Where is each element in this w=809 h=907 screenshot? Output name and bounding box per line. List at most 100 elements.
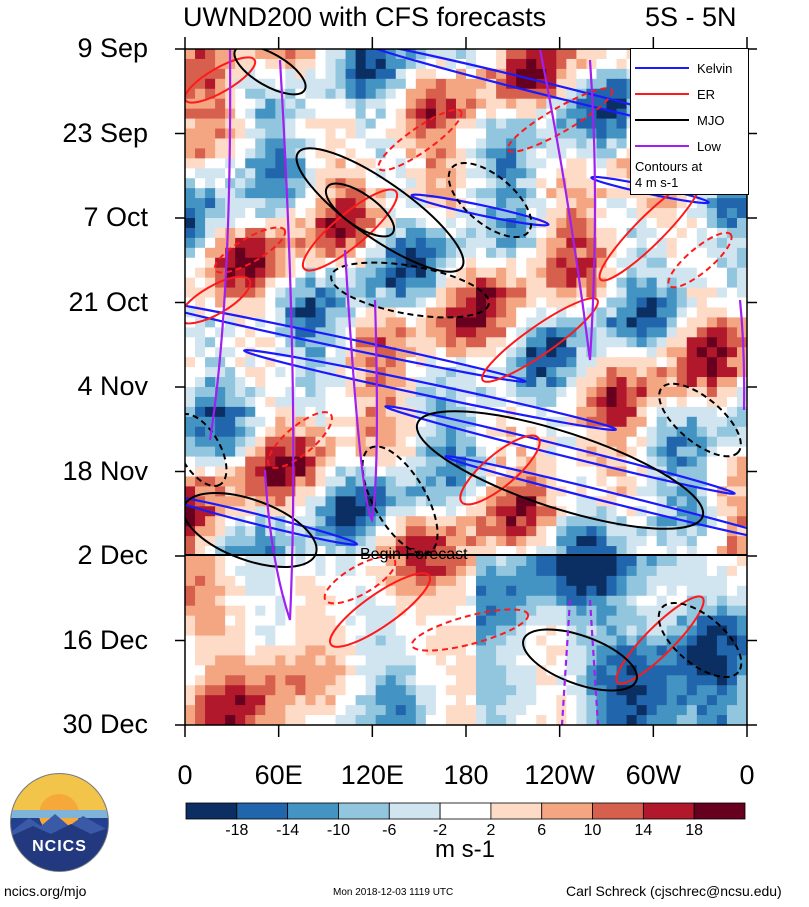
heat-cell [275, 367, 286, 378]
heat-cell [315, 705, 327, 716]
heat-cell [486, 456, 497, 468]
heat-cell [365, 267, 377, 279]
heat-cell [325, 307, 337, 319]
heat-cell [185, 446, 196, 458]
heat-cell [415, 237, 427, 249]
heat-cell [716, 247, 728, 259]
heat-cell [235, 367, 246, 378]
heat-cell [215, 118, 226, 130]
heat-cell [225, 367, 236, 378]
heat-cell [265, 227, 276, 239]
heat-cell [435, 178, 447, 189]
heat-cell [686, 486, 698, 497]
heat-cell [375, 605, 387, 617]
heat-cell [606, 327, 618, 338]
heat-cell [395, 287, 407, 299]
heat-cell [345, 237, 357, 249]
heat-cell [476, 695, 487, 706]
heat-cell [365, 108, 377, 120]
heat-cell [395, 695, 407, 706]
heat-cell [335, 148, 347, 159]
heat-cell [576, 565, 588, 577]
heat-cell [466, 536, 477, 547]
heat-cell [496, 396, 507, 408]
heat-cell [335, 595, 347, 607]
heat-cell [516, 565, 527, 577]
heat-cell [556, 595, 567, 607]
heat-cell [686, 705, 698, 716]
heat-cell [476, 605, 487, 617]
heat-cell [546, 218, 557, 229]
heat-cell [546, 227, 557, 239]
heat-cell [666, 526, 678, 537]
heat-cell [566, 565, 577, 577]
heat-cell [375, 58, 387, 70]
heat-cell [536, 456, 547, 468]
heat-cell [235, 297, 246, 309]
legend-item-mjo: MJO [635, 111, 724, 129]
heat-cell [195, 377, 206, 388]
heat-cell [546, 68, 557, 80]
heat-cell [616, 307, 628, 319]
heat-cell [335, 645, 347, 657]
heat-cell [526, 237, 537, 249]
heat-cell [215, 208, 226, 219]
heat-cell [345, 198, 357, 209]
heat-cell [455, 595, 467, 607]
heat-cell [345, 695, 357, 706]
heat-cell [546, 337, 557, 348]
heat-cell [586, 396, 598, 408]
heat-cell [365, 88, 377, 100]
heat-cell [455, 615, 467, 627]
heat-cell [445, 665, 457, 676]
heat-cell [235, 585, 246, 597]
heat-cell [335, 168, 347, 179]
heat-cell [486, 98, 497, 110]
x-tick-label: 60W [625, 760, 682, 790]
heat-cell [486, 625, 497, 637]
heat-cell [315, 297, 327, 309]
heat-cell [395, 675, 407, 686]
heat-cell [275, 446, 286, 458]
heat-cell [445, 49, 457, 60]
heat-cell [506, 675, 517, 686]
heat-cell [616, 536, 628, 547]
heat-cell [445, 516, 457, 527]
heat-cell [636, 466, 648, 478]
heat-cell [405, 625, 417, 637]
heat-cell [636, 675, 648, 686]
heat-cell [666, 446, 678, 458]
heat-cell [466, 625, 477, 637]
heat-cell [335, 347, 347, 358]
heat-cell [736, 715, 747, 725]
heat-cell [606, 208, 618, 219]
heat-cell [516, 416, 527, 428]
heat-cell [355, 556, 367, 567]
heat-cell [606, 227, 618, 239]
heat-cell [576, 68, 588, 80]
heat-cell [365, 695, 377, 706]
heat-cell [375, 128, 387, 140]
heat-cell [365, 347, 377, 358]
heat-cell [275, 575, 286, 587]
heat-cell [696, 526, 708, 537]
heat-cell [696, 605, 708, 617]
heat-cell [586, 178, 598, 189]
heat-cell [395, 337, 407, 348]
heat-cell [235, 387, 246, 398]
heat-cell [726, 426, 738, 438]
wave-contour [506, 87, 614, 153]
heat-cell [285, 367, 296, 378]
heat-cell [315, 715, 327, 725]
heat-cell [736, 506, 747, 517]
heat-cell [445, 148, 457, 159]
heat-cell [516, 277, 527, 289]
heat-cell [195, 188, 206, 199]
heat-cell [255, 257, 266, 269]
colorbar-bin [490, 802, 543, 820]
heat-cell [445, 377, 457, 388]
heat-cell [315, 615, 327, 627]
heat-cell [395, 257, 407, 269]
heat-cell [345, 317, 357, 328]
heat-cell [546, 556, 557, 567]
